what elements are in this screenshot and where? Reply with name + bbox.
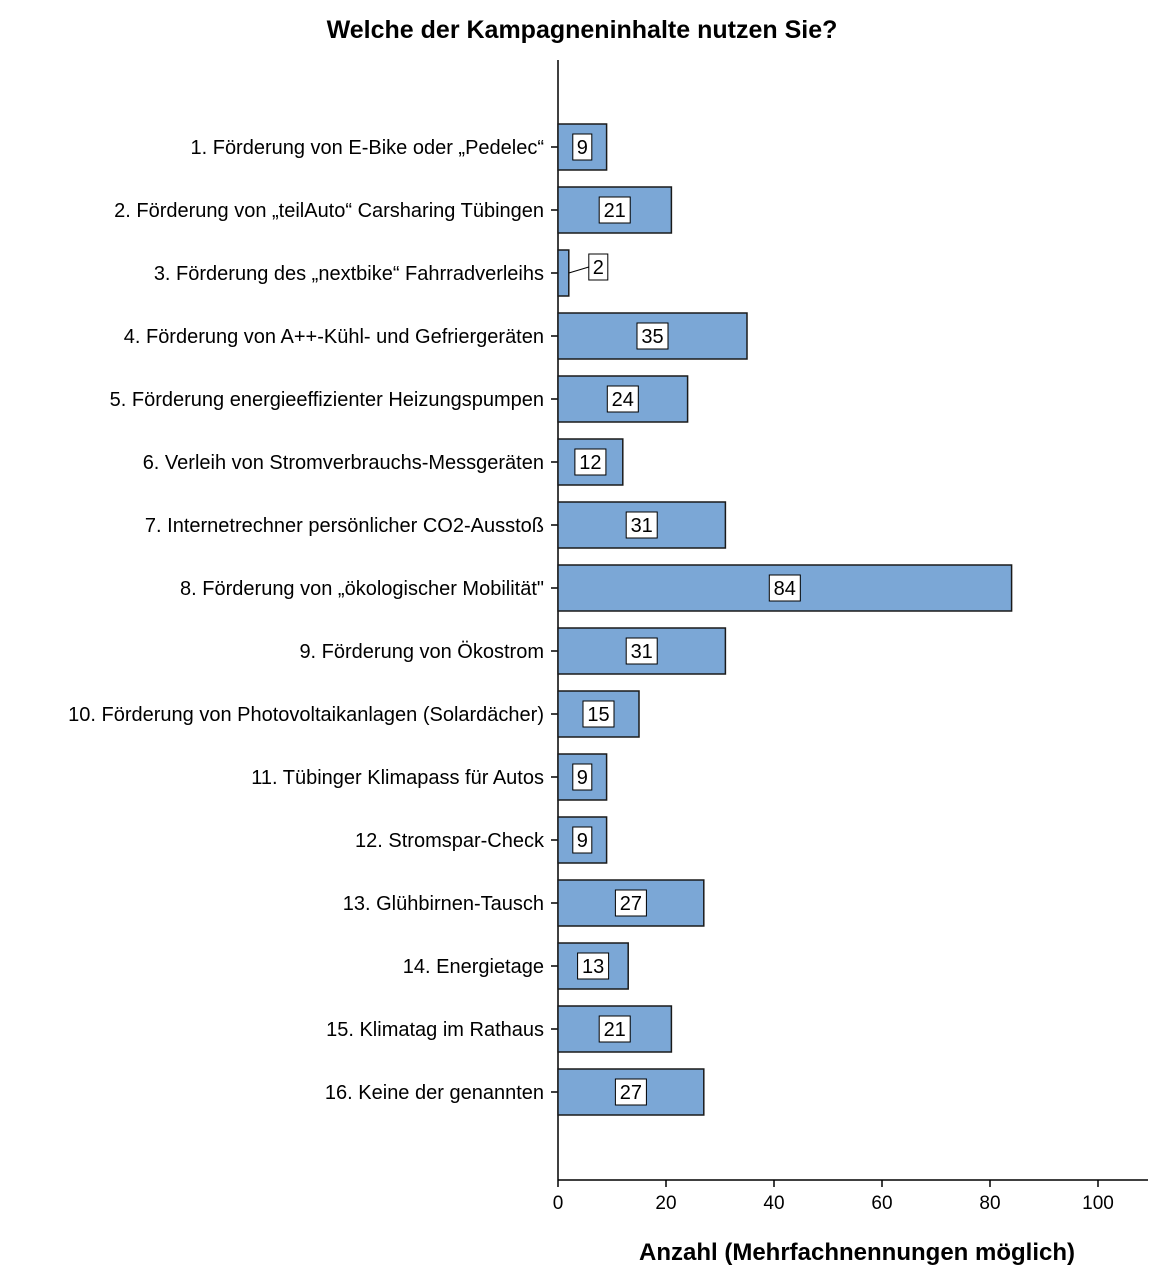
x-tick-label: 80 bbox=[979, 1193, 1000, 1214]
data-label: 21 bbox=[604, 1019, 626, 1041]
data-label-box bbox=[636, 322, 669, 350]
data-label-box bbox=[588, 253, 609, 281]
category-label: 7. Internetrechner persönlicher CO2-Auss… bbox=[145, 515, 544, 537]
data-label-box bbox=[577, 952, 610, 980]
x-axis-title: Anzahl (Mehrfachnennungen möglich) bbox=[639, 1239, 1075, 1266]
category-label: 4. Förderung von A++-Kühl- und Gefrierge… bbox=[124, 326, 544, 348]
x-tick-label: 0 bbox=[553, 1193, 564, 1214]
category-label: 1. Förderung von E-Bike oder „Pedelec“ bbox=[190, 137, 544, 159]
data-label: 24 bbox=[612, 389, 634, 411]
data-label: 13 bbox=[582, 956, 604, 978]
bars bbox=[557, 123, 1013, 1116]
data-label-box bbox=[625, 637, 658, 665]
category-label: 8. Förderung von „ökologischer Mobilität… bbox=[180, 578, 544, 600]
data-labels: 9 21 2 35 24 12 31 84 31 15 9 9 27 13 21 27 bbox=[568, 133, 801, 1106]
chart-title: Welche der Kampagneninhalte nutzen Sie? bbox=[327, 16, 838, 44]
category-label: 6. Verleih von Stromverbrauchs-Messgerät… bbox=[143, 452, 544, 474]
data-label: 12 bbox=[579, 452, 601, 474]
data-label: 31 bbox=[631, 641, 653, 663]
data-label: 9 bbox=[577, 830, 588, 852]
data-label-box bbox=[574, 448, 607, 476]
category-label: 16. Keine der genannten bbox=[325, 1082, 544, 1104]
category-label: 15. Klimatag im Rathaus bbox=[326, 1019, 544, 1041]
data-label-box bbox=[768, 574, 801, 602]
data-label-box bbox=[614, 1078, 647, 1106]
data-label: 9 bbox=[577, 767, 588, 789]
category-label: 14. Energietage bbox=[403, 956, 544, 978]
data-label: 35 bbox=[641, 326, 663, 348]
data-label: 15 bbox=[587, 704, 609, 726]
bar bbox=[557, 123, 608, 171]
data-label-box bbox=[572, 763, 593, 791]
data-label-box bbox=[625, 511, 658, 539]
data-label-box bbox=[598, 196, 631, 224]
bar bbox=[557, 249, 570, 297]
data-label: 27 bbox=[620, 893, 642, 915]
data-label: 27 bbox=[620, 1082, 642, 1104]
data-label-box bbox=[572, 133, 593, 161]
data-label-box bbox=[606, 385, 639, 413]
bar bbox=[557, 186, 673, 234]
category-label: 2. Förderung von „teilAuto“ Carsharing T… bbox=[114, 200, 544, 222]
data-label-box bbox=[582, 700, 615, 728]
category-label: 5. Förderung energieeffizienter Heizungs… bbox=[110, 389, 544, 411]
x-tick-label: 20 bbox=[655, 1193, 676, 1214]
data-label: 31 bbox=[631, 515, 653, 537]
data-label: 21 bbox=[604, 200, 626, 222]
x-tick-label: 40 bbox=[763, 1193, 784, 1214]
x-tick-label: 60 bbox=[871, 1193, 892, 1214]
data-label: 9 bbox=[577, 137, 588, 159]
category-label: 10. Förderung von Photovoltaikanlagen (S… bbox=[68, 704, 544, 726]
category-label: 9. Förderung von Ökostrom bbox=[299, 641, 544, 663]
axes: 0 20 40 60 80 100 bbox=[551, 60, 1148, 1214]
data-label: 2 bbox=[593, 257, 604, 279]
data-label-box bbox=[614, 889, 647, 917]
x-tick-label: 100 bbox=[1082, 1193, 1114, 1214]
category-label: 3. Förderung des „nextbike“ Fahrradverle… bbox=[154, 263, 544, 285]
category-label: 11. Tübinger Klimapass für Autos bbox=[251, 767, 544, 789]
category-label: 12. Stromspar-Check bbox=[355, 830, 545, 852]
category-labels: 1. Förderung von E-Bike oder „Pedelec“ 2.… bbox=[68, 137, 545, 1104]
bar bbox=[557, 816, 608, 864]
data-label-leader bbox=[568, 266, 589, 274]
data-label: 84 bbox=[774, 578, 796, 600]
data-label-box bbox=[598, 1015, 631, 1043]
data-label-box bbox=[572, 826, 593, 854]
category-label: 13. Glühbirnen-Tausch bbox=[343, 893, 544, 915]
